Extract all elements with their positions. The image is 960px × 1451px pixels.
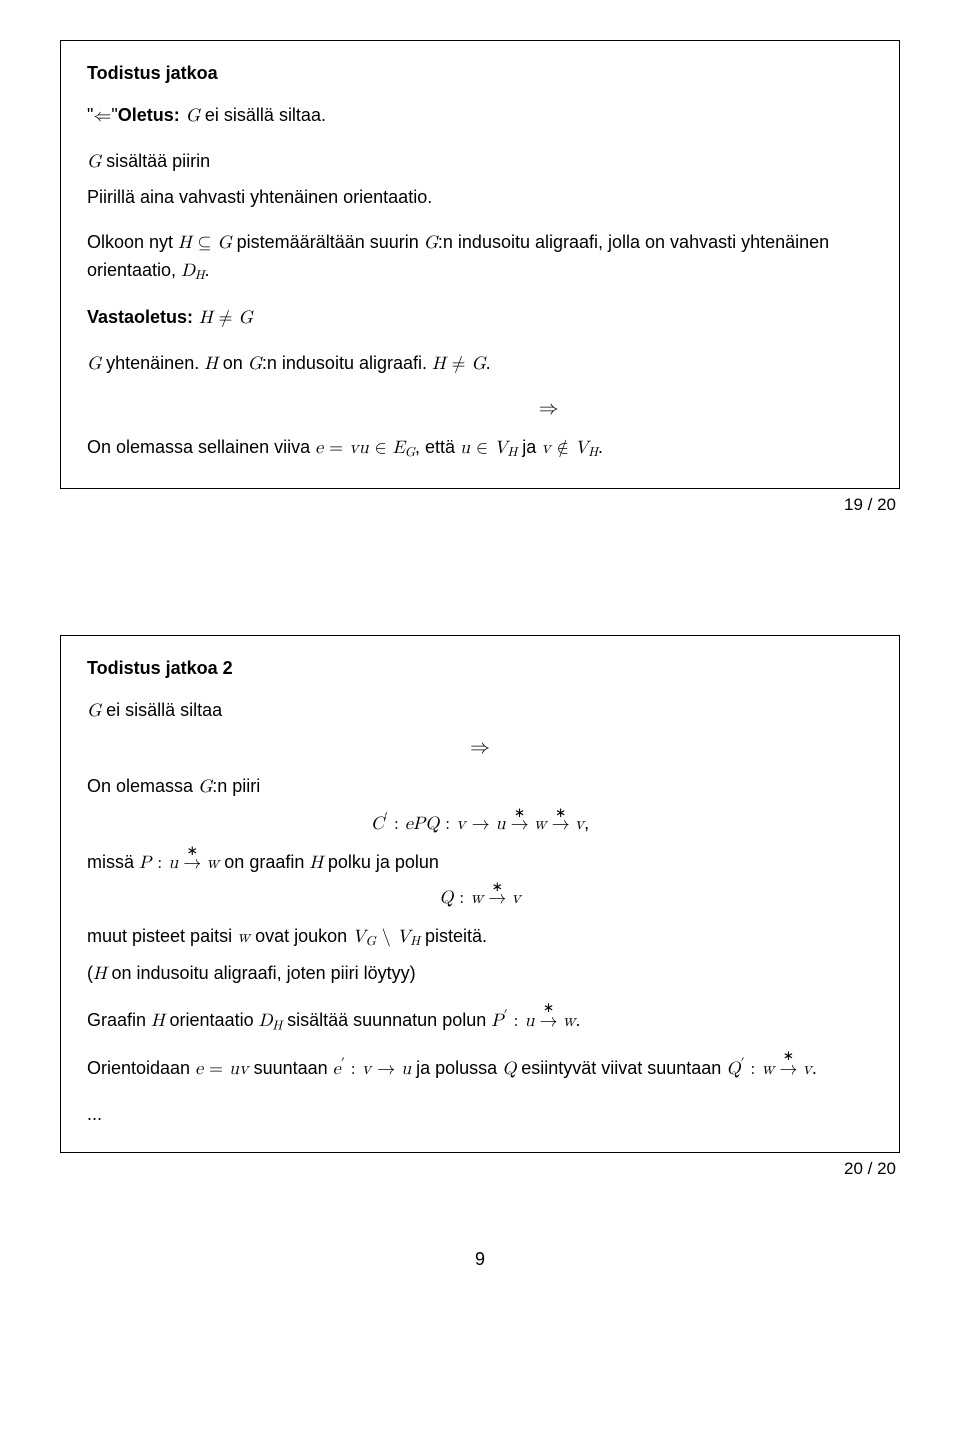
slide2-line2: On olemassa G:n piiri [87,773,873,801]
slide2-implies: ⇒ [87,735,873,759]
slide1-line2: G sisältää piirin [87,148,873,176]
slide2-line7: Orientoidaan e = uv suuntaan e′ : v → u … [87,1054,873,1083]
slide2-line4: muut pisteet paitsi w ovat joukon VG \ V… [87,923,873,952]
slide2-eq2: Q : w ∗ → v [87,887,873,909]
slide2-dots: ... [87,1101,873,1128]
slide-2-pagenum: 20 / 20 [60,1159,900,1179]
slide2-eq1: C′ : ePQ : v → u ∗ → w ∗ → v, [87,811,873,835]
slide1-line4: Olkoon nyt H ⊆ G pistemäärältään suurin … [87,229,873,286]
slide2-line3: missä P : u ∗ → w on graafin H polku ja … [87,849,873,877]
page-footer-number: 9 [60,1249,900,1270]
slide1-line7: On olemassa sellainen viiva e = vu ∈ EG,… [87,434,873,463]
slide1-line6: G yhtenäinen. H on G:n indusoitu aligraa… [87,350,873,378]
slide-1-pagenum: 19 / 20 [60,495,900,515]
slide2-line1: G ei sisällä siltaa [87,697,873,725]
slide-2-title: Todistus jatkoa 2 [87,658,873,679]
slide2-line5: (H on indusoitu aligraafi, joten piiri l… [87,960,873,988]
slide-2: Todistus jatkoa 2 G ei sisällä siltaa ⇒ … [60,635,900,1153]
slide-1: Todistus jatkoa "⇐"Oletus: G ei sisällä … [60,40,900,489]
slide1-line1: "⇐"Oletus: G ei sisällä siltaa. [87,102,873,130]
slide-1-title: Todistus jatkoa [87,63,873,84]
slide1-implies: ⇒ [87,396,873,420]
slide1-line5: Vastaoletus: H ≠ G [87,304,873,332]
slide1-line3: Piirillä aina vahvasti yhtenäinen orient… [87,184,873,211]
slide2-line6: Graafin H orientaatio DH sisältää suunna… [87,1006,873,1036]
